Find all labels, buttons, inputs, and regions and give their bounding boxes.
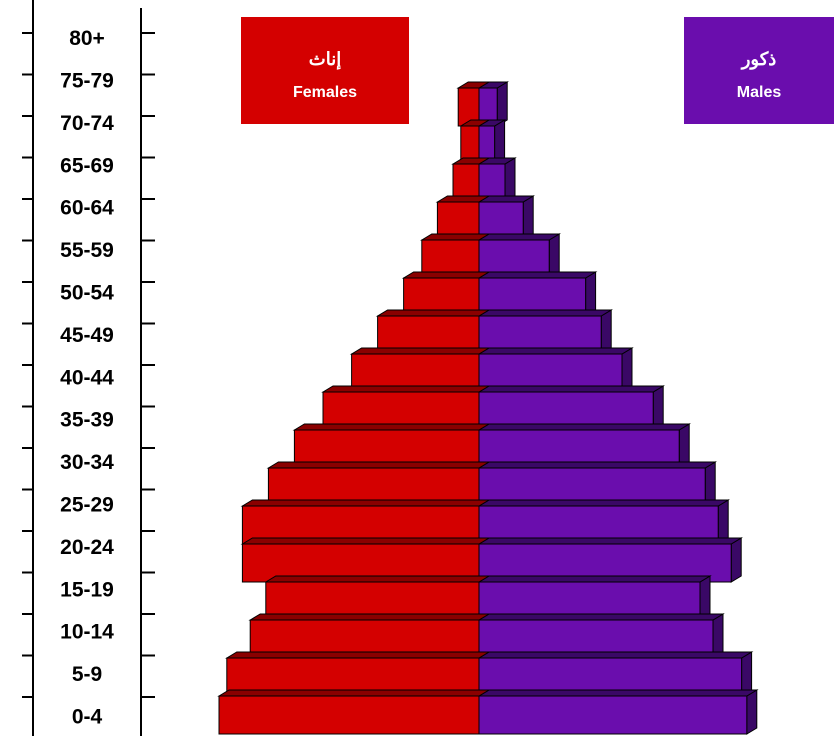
male-bar-top-45-49 (477, 347, 634, 355)
female-bar-top-25-29 (240, 499, 491, 507)
female-bar-top-45-49 (349, 347, 491, 355)
male-bar-side-10-14 (712, 613, 724, 659)
male-bar-side-0-4 (746, 689, 758, 735)
legend-females-label: Females (292, 84, 358, 101)
female-bar-top-50-54 (375, 309, 491, 317)
female-bar-top-65-69 (435, 195, 491, 203)
male-bar-top-60-64 (477, 233, 562, 241)
age-label-40-44: 40-44 (60, 366, 114, 389)
female-bar-top-40-44 (321, 385, 491, 393)
legend-females-arabic: إناث (308, 49, 342, 69)
female-bar-0-4 (218, 695, 480, 735)
age-label-65-69: 65-69 (60, 154, 114, 177)
male-bar-top-5-9 (477, 651, 754, 659)
male-bar-side-30-34 (704, 461, 716, 507)
male-bar-top-20-24 (477, 537, 744, 545)
legend-males: ذكور Males (684, 17, 834, 124)
male-bar-top-10-14 (477, 613, 725, 621)
age-label-5-9: 5-9 (72, 663, 102, 686)
age-label-80+: 80+ (69, 27, 105, 50)
age-label-50-54: 50-54 (60, 282, 114, 305)
female-bar-top-55-59 (401, 271, 491, 279)
male-bar-side-45-49 (621, 347, 633, 393)
age-label-60-64: 60-64 (60, 197, 114, 220)
legend-males-arabic: ذكور (741, 49, 777, 69)
male-bar-0-4 (478, 695, 748, 735)
male-bar-top-55-59 (477, 271, 598, 279)
female-bar-top-0-4 (217, 689, 491, 697)
age-label-35-39: 35-39 (60, 409, 114, 432)
female-bar-top-30-34 (266, 461, 491, 469)
male-bar-side-50-54 (600, 309, 612, 355)
male-bar-side-70-74 (504, 157, 516, 203)
age-label-0-4: 0-4 (72, 706, 103, 729)
male-bar-side-15-19 (699, 575, 711, 621)
age-label-75-79: 75-79 (60, 70, 114, 93)
male-bar-top-30-34 (477, 461, 718, 469)
legend-males-label: Males (736, 84, 782, 101)
male-bar-side-40-44 (652, 385, 664, 431)
female-bar-top-5-9 (224, 651, 491, 659)
male-bar-side-20-24 (730, 537, 742, 583)
legend-females-swatch (241, 17, 409, 124)
age-label-45-49: 45-49 (60, 324, 114, 347)
female-bar-top-35-39 (292, 423, 491, 431)
male-bar-side-5-9 (741, 651, 753, 697)
male-bar-top-15-19 (477, 575, 712, 583)
bars (217, 81, 759, 735)
male-bar-side-65-69 (522, 195, 534, 241)
male-bar-top-25-29 (477, 499, 731, 507)
female-bar-top-20-24 (240, 537, 491, 545)
female-bar-top-10-14 (248, 613, 491, 621)
age-label-30-34: 30-34 (60, 451, 114, 474)
female-bar-top-15-19 (263, 575, 491, 583)
age-label-25-29: 25-29 (60, 494, 114, 517)
age-label-10-14: 10-14 (60, 621, 114, 644)
age-axis: 0-4 5-9 10-14 15-19 20-24 25-29 30-34 35-39 40-4… (22, 0, 834, 736)
age-label-55-59: 55-59 (60, 239, 114, 262)
age-label-70-74: 70-74 (60, 112, 114, 135)
male-bar-side-60-64 (548, 233, 560, 279)
male-bar-top-35-39 (477, 423, 692, 431)
male-bar-side-55-59 (585, 271, 597, 317)
male-bar-side-75-79 (494, 119, 506, 165)
male-bar-side-35-39 (678, 423, 690, 469)
male-bar-top-40-44 (477, 385, 666, 393)
legend-females: إناث Females (241, 17, 409, 124)
legend-males-swatch (684, 17, 834, 124)
male-bar-side-80+ (496, 81, 508, 127)
age-label-15-19: 15-19 (60, 578, 114, 601)
male-bar-top-0-4 (477, 689, 759, 697)
male-bar-top-50-54 (477, 309, 614, 317)
male-bar-side-25-29 (717, 499, 729, 545)
female-bar-top-60-64 (419, 233, 491, 241)
age-label-20-24: 20-24 (60, 536, 114, 559)
